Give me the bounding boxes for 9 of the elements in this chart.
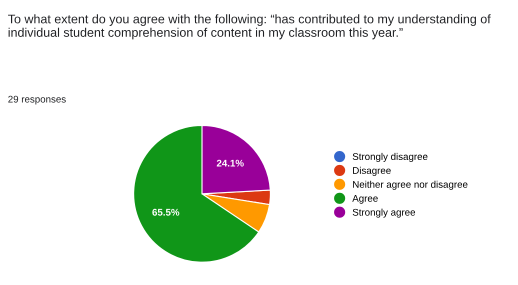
legend-label: Strongly agree xyxy=(352,208,416,218)
legend-label: Neither agree nor disagree xyxy=(353,180,468,190)
legend-label: Strongly disagree xyxy=(352,152,428,162)
data-label: 24.1% xyxy=(216,160,244,167)
legend-label: Agree xyxy=(352,195,378,204)
legend-label: Disagree xyxy=(353,166,391,176)
data-label: 65.5% xyxy=(152,208,180,216)
chart-title: To what extent do you agree with the following: “has contributed to my understanding of individual student comprehension of content in my classroom this year.” xyxy=(8,14,491,40)
text: 29 responses xyxy=(8,96,66,105)
